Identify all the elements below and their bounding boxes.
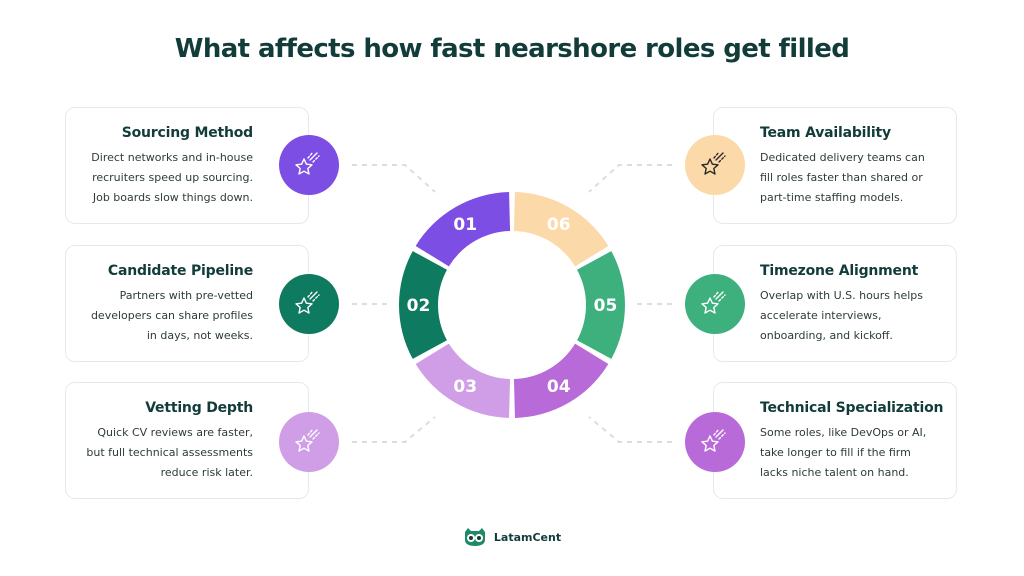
connector-06 <box>588 164 672 193</box>
ring-segment-01 <box>415 192 511 267</box>
factor-description: Some roles, like DevOps or AI, take long… <box>760 423 956 483</box>
desc-line: recruiters speed up sourcing. <box>92 171 253 184</box>
factor-title: Timezone Alignment <box>760 263 919 279</box>
factor-description: Partners with pre-vetted developers can … <box>66 286 253 346</box>
factor-title: Sourcing Method <box>121 125 253 141</box>
desc-line: Overlap with U.S. hours helps <box>760 289 924 302</box>
factor-card-technical-specialization: Technical Specialization Some roles, lik… <box>713 382 957 499</box>
desc-line: accelerate interviews, <box>760 309 882 322</box>
factor-card-timezone-alignment: Timezone Alignment Overlap with U.S. hou… <box>713 245 957 362</box>
star-icon <box>279 274 339 334</box>
segment-number-01: 01 <box>453 215 477 235</box>
factor-card-team-availability: Team Availability Dedicated delivery tea… <box>713 107 957 224</box>
star-icon <box>685 412 745 472</box>
factor-card-vetting-depth: Vetting Depth Quick CV reviews are faste… <box>65 382 309 499</box>
star-icon <box>685 135 745 195</box>
desc-line: Dedicated delivery teams can <box>760 151 925 164</box>
star-icon <box>295 428 320 452</box>
desc-line: part-time staffing models. <box>760 191 904 204</box>
factor-description: Quick CV reviews are faster, but full te… <box>66 423 253 483</box>
ring-segment-03 <box>415 343 511 418</box>
star-icon <box>701 428 726 452</box>
factor-title: Technical Specialization <box>760 400 944 416</box>
desc-line: onboarding, and kickoff. <box>760 329 893 342</box>
ring-segment-06 <box>513 192 609 267</box>
desc-line: fill roles faster than shared or <box>760 171 923 184</box>
desc-line: developers can share profiles <box>90 309 253 322</box>
factor-card-candidate-pipeline: Candidate Pipeline Partners with pre-vet… <box>65 245 309 362</box>
connector-04 <box>588 416 672 443</box>
factor-card-sourcing-method: Sourcing Method Direct networks and in-h… <box>65 107 309 224</box>
factor-description: Direct networks and in-house recruiters … <box>66 148 253 208</box>
desc-line: take longer to fill if the firm <box>760 446 911 459</box>
ring-segment-05 <box>577 251 626 359</box>
factor-title: Candidate Pipeline <box>107 263 253 279</box>
desc-line: Job boards slow things down. <box>92 191 253 204</box>
owl-logo-icon <box>464 528 485 546</box>
star-icon <box>701 151 726 175</box>
segment-number-02: 02 <box>407 296 431 316</box>
segment-number-04: 04 <box>547 377 571 397</box>
desc-line: lacks niche talent on hand. <box>760 466 909 479</box>
factor-title: Team Availability <box>760 125 891 141</box>
segment-number-05: 05 <box>594 296 618 316</box>
connector-03 <box>352 416 436 443</box>
segment-number-03: 03 <box>453 377 477 397</box>
desc-line: Some roles, like DevOps or AI, <box>760 426 927 439</box>
desc-line: Direct networks and in-house <box>91 151 253 164</box>
factor-description: Overlap with U.S. hours helps accelerate… <box>760 286 956 346</box>
page-title: What affects how fast nearshore roles ge… <box>174 34 850 64</box>
ring-segment-04 <box>513 343 609 418</box>
desc-line: reduce risk later. <box>160 466 253 479</box>
desc-line: Partners with pre-vetted <box>119 289 253 302</box>
factor-title: Vetting Depth <box>145 400 253 416</box>
ring-segment-02 <box>399 251 447 359</box>
star-icon <box>295 290 320 314</box>
connector-01 <box>352 164 436 193</box>
desc-line: in days, not weeks. <box>146 329 253 342</box>
factor-description: Dedicated delivery teams can fill roles … <box>760 148 956 208</box>
star-icon <box>701 290 726 314</box>
star-icon <box>279 135 339 195</box>
star-icon <box>279 412 339 472</box>
segment-number-06: 06 <box>547 215 571 235</box>
brand-footer: LatamCent <box>0 528 1024 546</box>
star-icon <box>685 274 745 334</box>
brand-name: LatamCent <box>493 530 562 544</box>
desc-line: Quick CV reviews are faster, <box>97 426 253 439</box>
star-icon <box>295 151 320 175</box>
desc-line: but full technical assessments <box>86 446 253 459</box>
